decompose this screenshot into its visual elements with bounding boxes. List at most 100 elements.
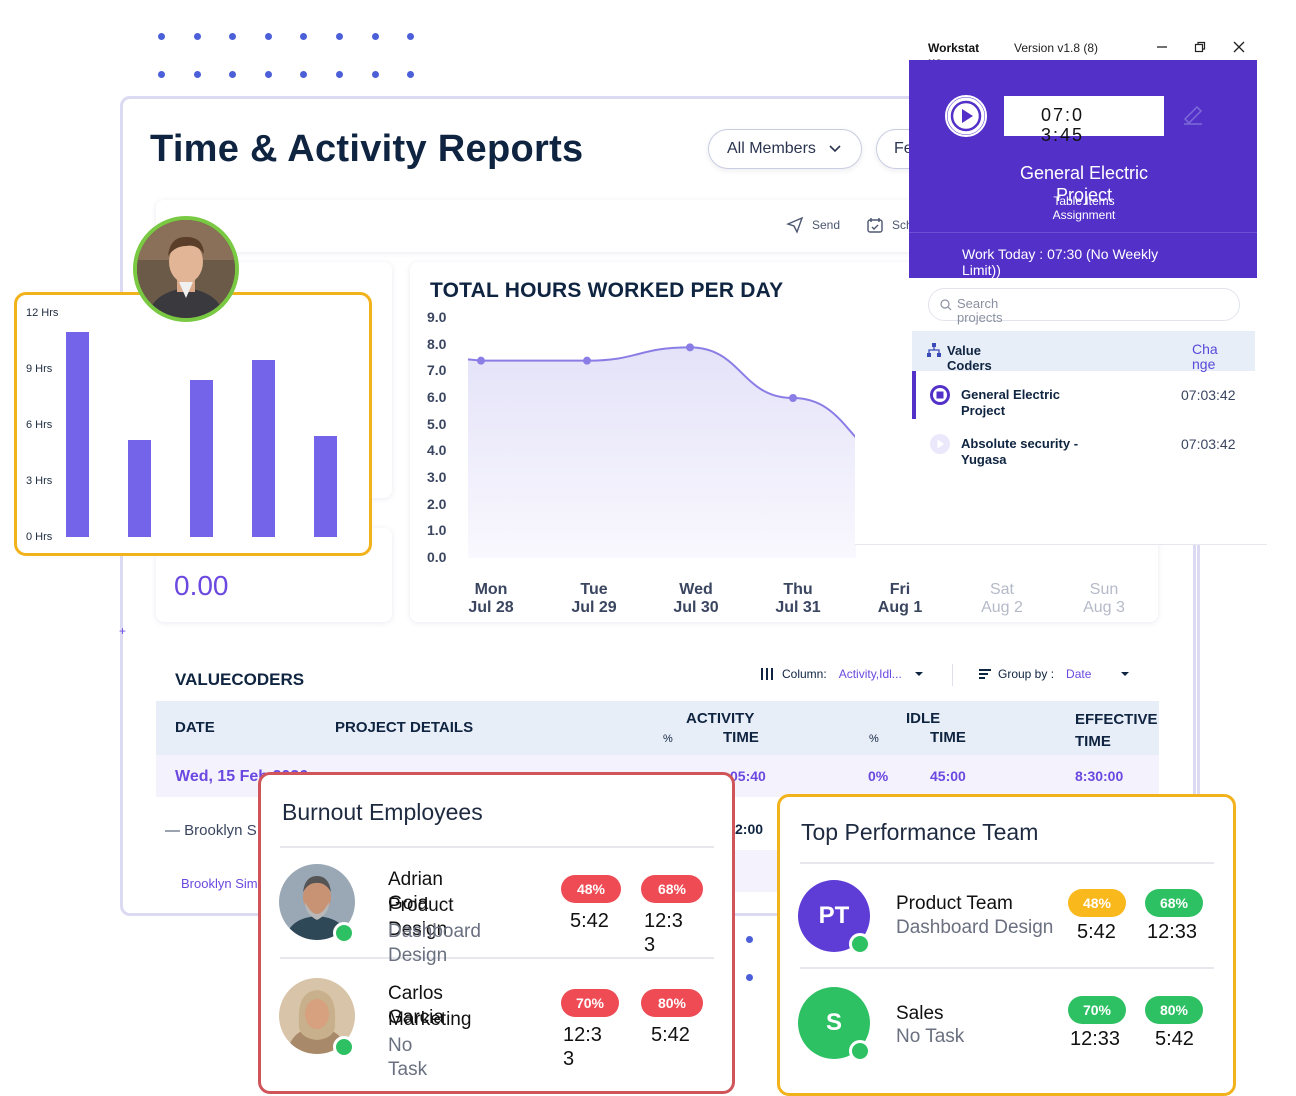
bar [314,436,337,537]
idle-badge: 68% [641,875,703,903]
online-status-dot [849,933,871,955]
project-name: General Electric Project [961,387,1060,418]
line-chart-series [467,346,909,470]
sub-row2-name[interactable]: Brooklyn Sim [181,876,258,891]
line-chart-point [789,394,797,402]
person-portrait-icon [279,864,355,940]
scrollbar-track[interactable] [1193,468,1196,798]
y-tick-label: 0.0 [427,549,447,565]
bar-y-tick-label: 9 Hrs [26,363,53,375]
team-name: Sales [896,1003,944,1024]
stop-icon[interactable] [929,384,951,406]
chevron-down-icon [829,145,841,153]
top-performance-title: Top Performance Team [801,819,1039,845]
org-tree-icon [927,343,941,357]
line-chart-point [583,356,591,365]
employee-avatar[interactable] [279,864,355,940]
y-tick-label: 9.0 [427,309,447,325]
plus-marker: + [119,624,127,638]
x-tick-label: Sun Aug 3 [1083,581,1125,616]
employee-avatar[interactable] [279,978,355,1054]
summary-value: 0.00 [174,570,229,601]
page-title: Time & Activity Reports [150,128,584,170]
group-by-selector[interactable]: Group by : Date [978,667,1130,681]
search-icon [940,299,952,311]
calendar-icon [867,218,883,233]
line-chart-point [477,356,485,365]
employee-task: No Task [388,1035,428,1080]
send-icon [786,216,804,234]
edit-icon[interactable] [1180,102,1206,128]
header-idle-pct: % [869,733,879,745]
activity-time: 12:33 [1070,1028,1121,1050]
sub-row-name[interactable]: — Brooklyn S [165,822,257,839]
caret-down-icon [914,672,923,676]
idle-time: 5:42 [1155,1028,1194,1050]
online-status-dot [333,1036,355,1058]
user-avatar[interactable] [133,216,239,322]
idle-badge: 80% [641,989,703,1017]
activity-time: 5:42 [1077,921,1116,943]
schedule-button[interactable]: Sch [866,216,913,234]
employee-project: Product Design [388,895,454,940]
caret-down-icon [1121,672,1130,676]
divider [280,957,714,959]
activity-badge: 70% [561,989,619,1017]
widget-divider [909,232,1257,233]
widget-current-task: Table Items Assignment [1052,194,1116,222]
send-button[interactable]: Send [786,216,840,234]
y-tick-label: 2.0 [427,495,447,512]
line-chart-point [686,343,694,352]
x-tick-label: Fri Aug 1 [877,581,923,616]
x-tick-label: Sat Aug 2 [981,581,1023,616]
sub-row-time: 2:00 [735,821,764,837]
change-org-link[interactable]: Change [1192,341,1218,372]
bar [66,331,89,537]
minimize-icon[interactable] [1156,41,1168,53]
activity-badge: 70% [1068,996,1126,1024]
y-tick-label: 8.0 [427,335,447,352]
bar-y-tick-label: 3 Hrs [26,475,53,487]
header-effective: EFFECTIVE [1075,711,1158,728]
x-tick-label: Mon Jul 28 [468,581,514,616]
team-name: Product Team [896,893,1013,914]
play-button-icon[interactable] [943,93,989,139]
restore-icon[interactable] [1194,41,1206,53]
header-idle-time: TIME [930,729,966,746]
group-value: Date [1066,667,1092,681]
header-activity-time: TIME [723,729,759,746]
person-portrait-icon [279,978,355,1054]
members-filter-dropdown[interactable]: All Members [708,129,862,169]
row-idle-time: 45:00 [930,768,966,784]
project-name: Absolute security - Yugasa [961,436,1079,467]
x-tick-label: Tue Jul 29 [571,581,617,616]
column-selector[interactable]: Column: Activity,Idl... [760,667,924,681]
play-icon[interactable] [929,433,951,455]
employee-task: Dashboard Design [388,921,481,966]
project-search-input[interactable] [928,288,1240,321]
sub-row-highlight [735,850,777,892]
idle-time: 12:33 [644,910,683,956]
bar [252,359,275,537]
close-icon[interactable] [1233,41,1245,53]
send-label: Send [812,218,841,232]
bar-y-tick-label: 0 Hrs [26,531,53,543]
bar [190,380,213,537]
x-tick-label: Thu Jul 31 [775,581,821,616]
bar-y-tick-label: 6 Hrs [26,419,53,431]
x-tick-label: Wed Jul 30 [673,581,719,616]
project-time: 07:03:42 [1181,436,1236,452]
idle-badge: 80% [1145,996,1203,1024]
header-effective-time: TIME [1075,733,1111,750]
activity-badge: 48% [1068,889,1126,917]
org-row[interactable] [912,331,1255,371]
burnout-title: Burnout Employees [282,799,483,825]
list-icon [979,669,991,679]
widget-work-today: Work Today : 07:30 (No Weekly Limit)) [962,246,1159,278]
widget-org-name: Value Coders [947,343,992,373]
employee-name: Adrian Goia [388,869,443,914]
project-list-panel [855,278,1267,544]
activity-time: 12:33 [563,1024,602,1070]
row-idle-pct: 0% [868,768,889,784]
